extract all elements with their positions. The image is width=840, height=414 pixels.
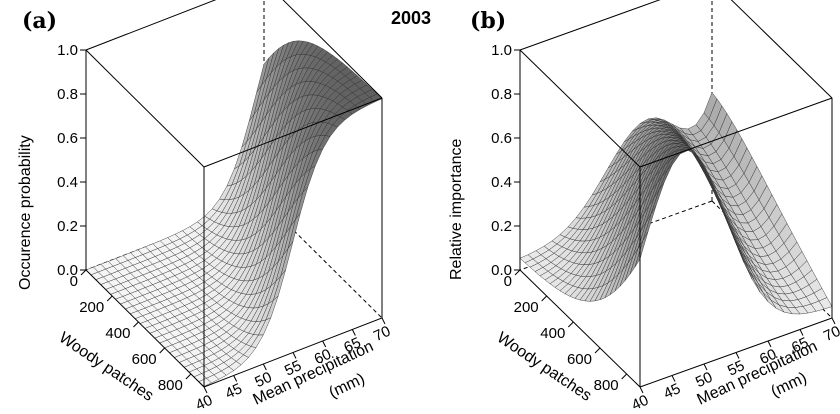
x-tick-label: 200 <box>514 299 539 316</box>
x-tick-label: 800 <box>158 377 183 394</box>
x-tick-label: 400 <box>540 325 565 342</box>
x-tick <box>106 295 113 302</box>
box-front-b <box>519 0 833 388</box>
panel-label-b: (b) <box>470 8 506 34</box>
y-tick <box>831 317 836 325</box>
zlabel-b: Relative importance <box>448 139 465 281</box>
box-edge <box>85 49 205 168</box>
y-tick <box>292 352 297 359</box>
box-edge <box>282 0 383 99</box>
y-tick <box>671 375 676 382</box>
y-tick-label: 45 <box>661 380 683 402</box>
y-tick <box>262 363 267 371</box>
x-tick <box>514 269 521 276</box>
z-tick-label: 0.8 <box>491 86 512 103</box>
y-tick-label: 50 <box>252 369 274 391</box>
year-label: 2003 <box>391 8 431 28</box>
y-tick <box>233 375 238 382</box>
x-tick-label: 600 <box>567 351 592 368</box>
zlabel-a: Occurence probability <box>17 135 34 290</box>
box-edge <box>85 269 205 388</box>
z-tick-label: 0.2 <box>57 218 78 235</box>
y-tick-label: 40 <box>193 392 215 414</box>
x-tick-label: 200 <box>79 299 104 316</box>
x-tick <box>133 321 139 328</box>
y-tick-label: 40 <box>629 392 651 414</box>
box-edge <box>519 269 641 388</box>
y-tick-label: 60 <box>312 346 334 368</box>
z-tick-label: 1.0 <box>57 42 78 59</box>
y-tick <box>381 317 386 325</box>
y-tick-label: 70 <box>371 323 393 345</box>
z-tick-label: 0.6 <box>57 130 78 147</box>
x-tick-label: 0 <box>504 273 512 290</box>
box-edge <box>203 97 383 168</box>
x-tick-label: 800 <box>594 377 619 394</box>
y-tick-label: 70 <box>821 323 840 345</box>
surface-mesh-b <box>519 92 833 315</box>
x-tick-label: 600 <box>132 351 157 368</box>
x-tick <box>80 269 87 276</box>
box-edge <box>639 97 833 168</box>
box-edge <box>85 0 217 51</box>
y-tick-label: 50 <box>693 369 715 391</box>
z-tick-label: 0.4 <box>491 174 512 191</box>
x-tick-label: 400 <box>105 325 130 342</box>
z-tick-label: 1.0 <box>491 42 512 59</box>
y-tick-label: 45 <box>223 380 245 402</box>
y-tick <box>799 329 804 336</box>
surface-mesh-a <box>85 40 383 387</box>
x-tick <box>594 347 601 354</box>
x-tick <box>185 373 192 380</box>
y-tick-label: 65 <box>789 334 811 356</box>
z-tick-label: 0.6 <box>491 130 512 147</box>
z-tick-label: 0.2 <box>491 218 512 235</box>
y-tick-label: 55 <box>282 357 304 379</box>
y-tick <box>322 340 327 348</box>
y-tick-label: 65 <box>341 334 363 356</box>
y-tick <box>703 363 708 371</box>
y-tick <box>735 352 740 359</box>
y-tick <box>203 386 208 394</box>
z-tick-label: 0.4 <box>57 174 78 191</box>
box-front-a <box>85 0 383 388</box>
x-tick <box>159 347 166 354</box>
z-tick-label: 0.0 <box>491 262 512 279</box>
x-tick <box>541 295 548 302</box>
z-tick-label: 0.8 <box>57 86 78 103</box>
box-edge <box>519 49 641 168</box>
y-tick <box>767 340 772 348</box>
box-edge <box>730 0 833 99</box>
y-tick-label: 55 <box>725 357 747 379</box>
y-tick <box>639 386 644 394</box>
x-tick <box>567 321 574 328</box>
z-tick-label: 0.0 <box>57 262 78 279</box>
x-tick-label: 0 <box>70 273 78 290</box>
y-tick <box>351 329 356 336</box>
x-tick <box>621 373 628 380</box>
panel-label-a: (a) <box>22 8 57 34</box>
box-edge <box>519 0 661 51</box>
y-tick-label: 60 <box>757 346 779 368</box>
ylabel-a-line2: (mm) <box>327 370 368 401</box>
